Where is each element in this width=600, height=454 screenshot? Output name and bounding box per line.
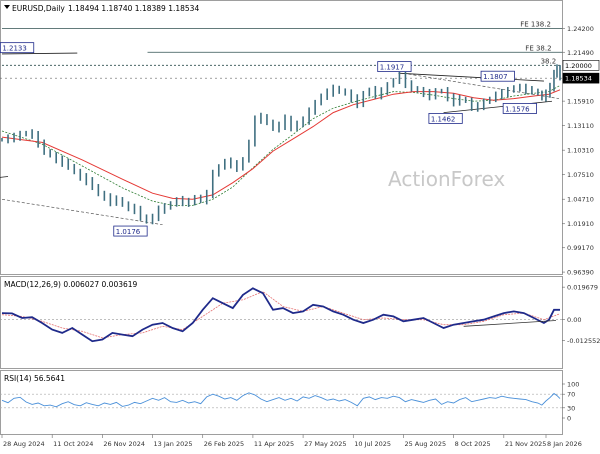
price-tick-label: 1.10310 <box>567 147 594 155</box>
annotation-label: 1.1462 <box>431 115 456 123</box>
macd-trendline <box>463 320 557 327</box>
annotation-label: 1.2133 <box>2 45 27 53</box>
date-tick-label: 13 Jan 2025 <box>154 440 193 448</box>
annotation-box <box>502 103 537 114</box>
annotation-box <box>0 42 35 54</box>
macd-tick-label: 0.00 <box>567 316 581 324</box>
price-badge <box>562 60 600 71</box>
dropdown-triangle-icon[interactable] <box>4 5 10 9</box>
date-tick-label: 11 Apr 2025 <box>254 440 294 448</box>
price-tick-label: 1.24200 <box>567 25 594 33</box>
date-tick-label: 26 Nov 2024 <box>103 440 145 448</box>
date-tick-label: 28 Aug 2024 <box>3 440 45 448</box>
annotation-box <box>480 70 515 82</box>
rsi-tick-label: 100 <box>567 381 579 389</box>
macd-line <box>1 287 560 343</box>
level-label: FE 138.2 <box>520 21 551 29</box>
macd-tick-label: 0.019679 <box>567 284 598 292</box>
date-tick-label: 25 Aug 2025 <box>404 440 446 448</box>
date-tick-label: 10 Jul 2025 <box>354 440 391 448</box>
triangle-upper-line <box>398 72 544 82</box>
date-tick-label: 8 Jan 2026 <box>547 440 582 448</box>
date-tick-label: 8 Oct 2025 <box>455 440 491 448</box>
price-layer: FE 138.2 FE 38.2 38.2 1.2133 1.0176 1.1917 1.1… <box>0 21 562 237</box>
annotation-box <box>428 113 463 124</box>
annotation-box <box>377 61 412 72</box>
axis-layer: 1.24200 1.21490 1.15910 1.13110 1.10310 1.075… <box>1 25 600 448</box>
rsi-line <box>1 392 561 408</box>
price-badge-label: 1.20000 <box>565 62 592 70</box>
annotation-label: 1.0176 <box>116 228 141 236</box>
level-label: FE 38.2 <box>525 44 551 52</box>
price-tick-label: 1.01910 <box>567 220 594 228</box>
price-tick-label: 1.15910 <box>567 98 594 106</box>
annotation-label: 1.1917 <box>380 64 405 72</box>
price-tick-label: 1.07510 <box>567 171 594 179</box>
left-tick-line <box>0 176 9 178</box>
price-panel-frame <box>0 0 563 275</box>
symbol-label: EURUSD,Daily <box>12 4 65 13</box>
date-tick-label: 21 Nov 2025 <box>505 440 547 448</box>
date-tick-label: 26 Feb 2025 <box>204 440 244 448</box>
date-tick-label: 11 Oct 2024 <box>53 440 93 448</box>
rsi-tick-label: 30 <box>567 404 575 412</box>
macd-tick-label: -0.012552 <box>567 337 600 345</box>
chart-header: EURUSD,Daily 1.18494 1.18740 1.18389 1.1… <box>4 4 199 13</box>
macd-signal-line <box>1 291 561 339</box>
annotation-box <box>113 225 148 237</box>
channel-trendline <box>408 73 560 99</box>
watermark: ActionForex <box>388 167 505 191</box>
rsi-panel-frame <box>0 370 563 435</box>
price-tick-label: 1.04710 <box>567 196 594 204</box>
price-badge <box>562 72 600 84</box>
date-tick-label: 27 May 2025 <box>304 440 346 448</box>
support-trendline <box>1 198 163 226</box>
resistance-line <box>1 52 78 55</box>
rsi-tick-label: 70 <box>567 391 575 399</box>
rsi-layer <box>0 392 562 409</box>
price-tick-label: 1.13110 <box>567 122 594 130</box>
ohlc-label: 1.18494 1.18740 1.18389 1.18534 <box>68 4 199 13</box>
price-tick-label: 0.99170 <box>567 244 594 252</box>
macd-title: MACD(12,26,9) 0.006027 0.003619 <box>4 280 138 289</box>
rsi-tick-label: 0 <box>567 415 571 423</box>
rsi-title: RSI(14) 56.5641 <box>4 374 65 383</box>
level-label: 38.2 <box>541 57 557 65</box>
price-badge-label: 1.18534 <box>565 75 592 83</box>
annotation-label: 1.1576 <box>505 105 530 113</box>
annotation-label: 1.1807 <box>483 73 508 81</box>
price-tick-label: 0.96390 <box>567 269 594 277</box>
macd-layer <box>0 287 562 343</box>
price-tick-label: 1.21490 <box>567 49 594 57</box>
